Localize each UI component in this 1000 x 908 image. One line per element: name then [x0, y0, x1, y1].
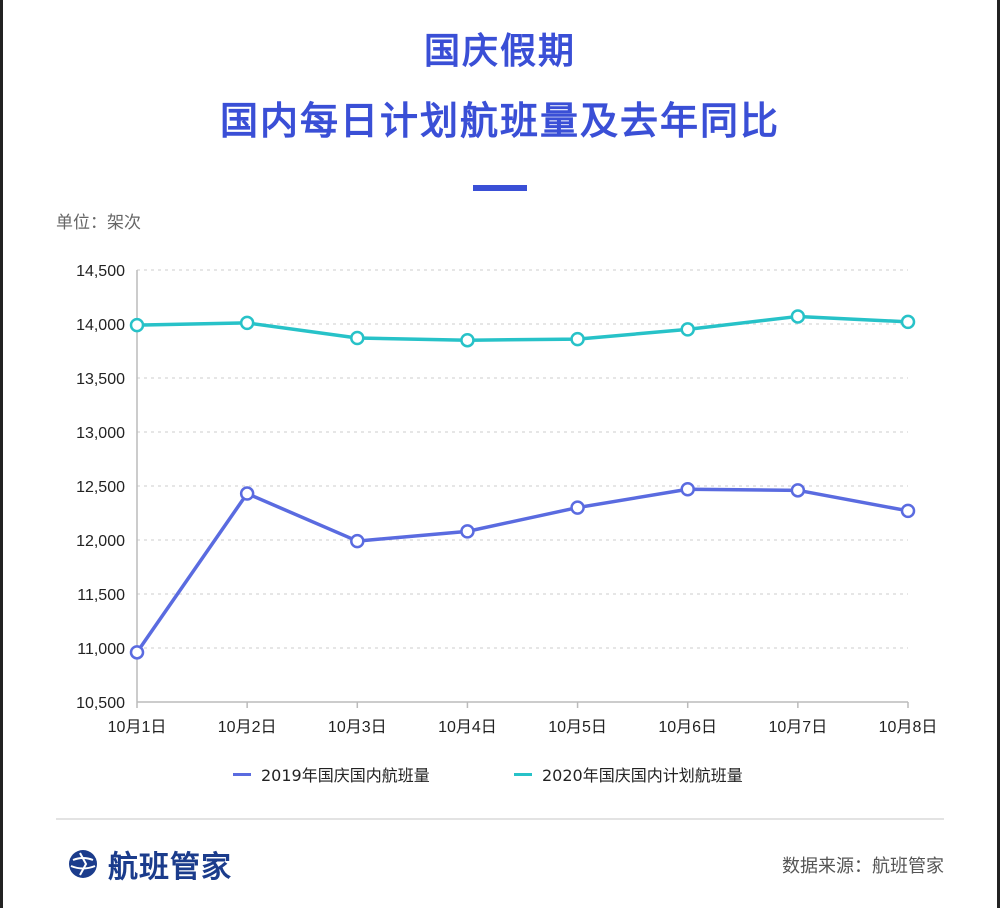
y-tick-label: 14,000: [76, 317, 125, 334]
legend-label-2020: 2020年国庆国内计划航班量: [542, 766, 743, 785]
brand-logo: 航班管家: [66, 842, 232, 886]
data-point-2020: [900, 314, 916, 330]
x-tick-label: 10月4日: [438, 719, 497, 736]
x-tick-label: 10月2日: [218, 719, 277, 736]
brand-name: 航班管家: [108, 850, 232, 885]
chart-title-line2: 国内每日计划航班量及去年同比: [219, 99, 780, 143]
y-tick-label: 11,000: [77, 641, 125, 658]
x-tick-label: 10月7日: [769, 719, 828, 736]
data-point-2019: [239, 486, 255, 501]
data-point-2020: [239, 315, 255, 331]
y-tick-label: 11,500: [77, 587, 125, 604]
y-tick-label: 13,500: [76, 371, 125, 388]
legend-item-2019: 2019年国庆国内航班量: [233, 762, 430, 786]
data-point-2020: [790, 309, 806, 324]
x-tick-label: 10月5日: [548, 719, 607, 736]
data-point-2019: [350, 533, 365, 549]
globe-plane-icon: [69, 850, 97, 878]
data-point-2019: [570, 500, 585, 515]
y-tick-label: 12,500: [76, 479, 125, 496]
footer-divider: [56, 818, 944, 820]
data-point-2020: [460, 332, 475, 348]
series-line-2020: [136, 314, 909, 342]
x-tick-label: 10月8日: [879, 719, 938, 736]
data-point-2019: [680, 481, 695, 497]
data-point-2019: [900, 503, 916, 519]
legend-swatch-2019: [233, 772, 251, 776]
data-point-2020: [570, 331, 585, 347]
data-point-2020: [350, 330, 365, 346]
y-tick-label: 12,000: [76, 533, 125, 550]
legend-item-2020: 2020年国庆国内计划航班量: [514, 762, 743, 786]
data-point-2019: [790, 483, 806, 498]
data-point-2020: [680, 322, 695, 337]
legend-label-2019: 2019年国庆国内航班量: [261, 766, 430, 785]
x-tick-label: 10月6日: [658, 719, 717, 736]
data-source: 数据来源：航班管家: [782, 856, 944, 877]
series-line-2019: [135, 487, 909, 654]
legend-swatch-2020: [514, 772, 532, 776]
data-point-2019: [460, 524, 475, 539]
y-tick-label: 14,500: [76, 263, 125, 280]
data-point-2020: [129, 317, 145, 333]
y-tick-label: 10,500: [76, 695, 125, 712]
data-point-2019: [129, 645, 145, 660]
title-underline: [473, 185, 527, 191]
x-tick-label: 10月3日: [328, 719, 387, 736]
chart-title-line1: 国庆假期: [423, 31, 576, 72]
x-tick-label: 10月1日: [108, 719, 167, 736]
unit-label: 单位：架次: [56, 213, 141, 233]
y-tick-label: 13,000: [76, 425, 125, 442]
